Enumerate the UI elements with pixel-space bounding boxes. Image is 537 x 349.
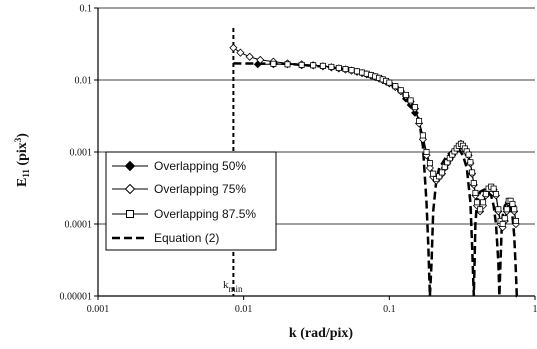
data-point-open-square [472, 189, 479, 196]
data-point-open-diamond [229, 43, 238, 52]
tick-labels: 0.00001 0.0001 0.001 0.01 0.1 0.001 0.01 0.1 1 [60, 4, 537, 316]
data-point-open-square [467, 159, 474, 166]
axes [94, 7, 536, 300]
x-tick-label: 1 [533, 304, 537, 315]
data-point-open-square [284, 61, 291, 68]
data-point-open-square [503, 206, 510, 213]
legend: Overlapping 50% Overlapping 75% Overlapp… [105, 151, 277, 251]
series-line-overlapping-50 [257, 63, 416, 114]
x-axis-label: k (rad/pix) [289, 326, 354, 341]
data-point-open-square [402, 91, 409, 98]
data-point-open-square [411, 104, 418, 111]
data-point-open-diamond [425, 163, 435, 173]
data-point-open-square [354, 68, 361, 75]
data-point-open-square [474, 199, 481, 206]
legend-marker-open-diamond [124, 183, 136, 195]
data-point-open-square [270, 60, 277, 67]
data-point-open-square [482, 191, 489, 198]
y-tick-label: 0.001 [70, 148, 93, 159]
y-tick-label: 0.1 [80, 4, 93, 15]
y-tick-label: 0.01 [75, 76, 93, 87]
data-point-open-square [495, 206, 502, 213]
data-point-open-square [416, 117, 423, 124]
data-point-open-diamond [236, 48, 245, 57]
x-tick-label: 0.001 [87, 304, 110, 315]
kmin-annotation: kmin [223, 279, 243, 294]
data-point-open-square [392, 83, 399, 90]
data-point-filled-diamond [411, 108, 419, 117]
legend-marker-filled-diamond [124, 160, 136, 172]
x-tick-label: 0.1 [383, 304, 396, 315]
legend-label: Overlapping 87.5% [154, 207, 256, 221]
data-point-open-square [310, 62, 317, 69]
data-point-open-square [439, 169, 446, 176]
data-point-open-square [501, 215, 508, 222]
legend-item-overlapping-75: Overlapping 75% [112, 182, 246, 196]
data-point-open-square [419, 132, 426, 139]
data-point-open-square [397, 87, 404, 94]
legend-label: Overlapping 50% [154, 159, 246, 173]
data-point-open-square [490, 185, 497, 192]
data-point-open-square [348, 67, 355, 74]
data-point-open-square [499, 220, 506, 227]
legend-item-overlapping-50: Overlapping 50% [112, 159, 246, 173]
data-point-open-diamond [256, 55, 265, 64]
data-point-open-square [470, 180, 477, 187]
data-point-open-square [477, 206, 484, 213]
data-point-open-square [430, 170, 437, 177]
data-point-open-square [469, 169, 476, 176]
legend-label: Overlapping 75% [154, 182, 246, 196]
data-point-open-square [426, 160, 433, 167]
data-point-open-square [493, 191, 500, 198]
data-point-open-square [511, 206, 518, 213]
y-tick-label: 0.0001 [65, 220, 93, 231]
y-tick-label: 0.00001 [60, 292, 93, 303]
series-markers [229, 43, 521, 232]
data-point-open-diamond [245, 52, 254, 61]
data-point-open-square [509, 200, 516, 207]
data-point-open-square [386, 79, 393, 86]
legend-marker-open-square [126, 210, 134, 218]
data-point-open-square [328, 63, 335, 70]
legend-label: Equation (2) [154, 231, 219, 245]
data-point-open-square [423, 148, 430, 155]
legend-box [105, 151, 277, 251]
data-point-open-square [465, 151, 472, 158]
legend-item-overlapping-87-5: Overlapping 87.5% [112, 207, 256, 221]
data-point-open-square [335, 64, 342, 71]
data-point-open-square [319, 62, 326, 69]
data-point-open-square [480, 199, 487, 206]
x-tick-label: 0.01 [235, 304, 253, 315]
data-point-open-square [407, 97, 414, 104]
legend-item-equation-2: Equation (2) [112, 231, 219, 245]
data-point-open-square [342, 66, 349, 73]
data-point-open-square [298, 61, 305, 68]
data-point-open-square [512, 218, 519, 225]
y-axis-label: E11 (pix3) [13, 133, 31, 187]
